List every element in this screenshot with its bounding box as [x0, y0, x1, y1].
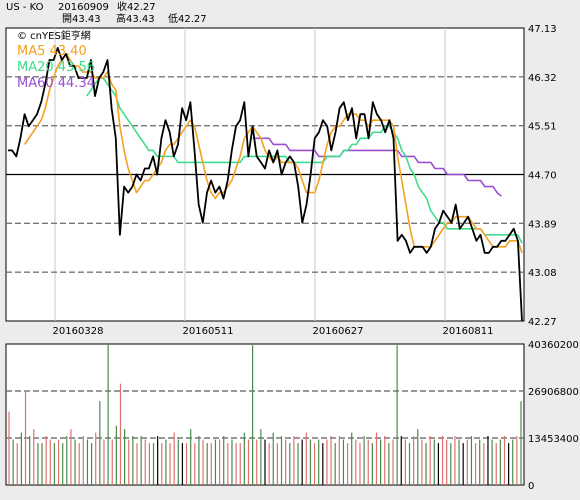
y-tick-label: 43.08 — [528, 268, 557, 279]
ticker-symbol: US - KO — [6, 2, 44, 13]
volume-tick-label: 40360200 — [528, 340, 579, 351]
high-price: 高43.43 — [116, 14, 155, 25]
y-tick-label: 44.70 — [528, 171, 557, 182]
ma20-label: MA20 43.56 — [17, 60, 95, 75]
volume-tick-label: 0 — [528, 481, 534, 492]
volume-tick-label: 13453400 — [528, 434, 579, 445]
x-tick-label: 20160511 — [183, 326, 234, 337]
chart-date: 20160909 — [58, 2, 109, 13]
y-tick-label: 42.27 — [528, 317, 557, 328]
x-tick-label: 20160627 — [313, 326, 364, 337]
y-tick-label: 45.51 — [528, 122, 557, 133]
ma60-label: MA60 44.34 — [17, 76, 95, 91]
y-tick-label: 47.13 — [528, 24, 557, 35]
volume-chart: 40360200 26906800 13453400 0 — [5, 340, 579, 492]
volume-tick-label: 26906800 — [528, 387, 579, 398]
y-tick-label: 43.89 — [528, 219, 557, 230]
close-price: 收42.27 — [117, 2, 156, 13]
ma5-label: MA5 43.40 — [17, 44, 87, 59]
open-price: 開43.43 — [62, 14, 101, 25]
series-line-close — [8, 47, 523, 322]
copyright-label: © cnYES鉅亨網 — [17, 31, 91, 42]
price-chart: 47.13 46.32 45.51 44.70 43.89 43.08 42.27 20160… — [5, 24, 557, 337]
x-tick-label: 20160328 — [53, 326, 104, 337]
x-tick-label: 20160811 — [443, 326, 494, 337]
low-price: 低42.27 — [168, 14, 207, 25]
y-tick-label: 46.32 — [528, 73, 557, 84]
series-line-ma60 — [252, 137, 502, 197]
